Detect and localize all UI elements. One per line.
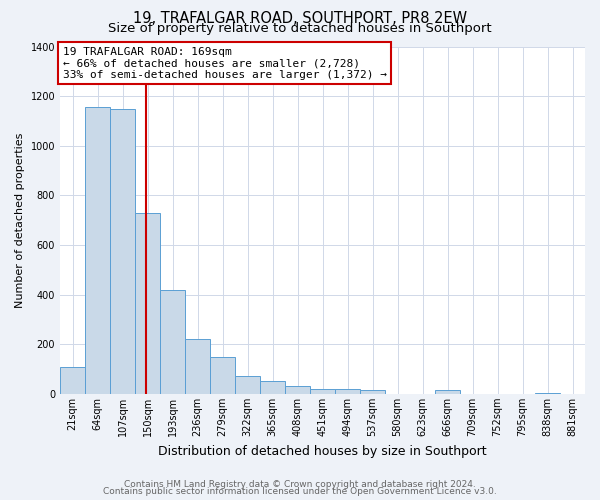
Bar (335, 389, 360, 394)
Text: Size of property relative to detached houses in Southport: Size of property relative to detached ho… (108, 22, 492, 35)
Bar (435, 390, 460, 394)
Bar (135, 213, 160, 394)
Bar (360, 390, 385, 394)
Bar (235, 376, 260, 394)
X-axis label: Distribution of detached houses by size in Southport: Distribution of detached houses by size … (158, 444, 487, 458)
Text: Contains public sector information licensed under the Open Government Licence v3: Contains public sector information licen… (103, 487, 497, 496)
Text: 19, TRAFALGAR ROAD, SOUTHPORT, PR8 2EW: 19, TRAFALGAR ROAD, SOUTHPORT, PR8 2EW (133, 11, 467, 26)
Bar (185, 340, 210, 394)
Bar (210, 357, 235, 394)
Y-axis label: Number of detached properties: Number of detached properties (15, 132, 25, 308)
Bar (85, 108, 110, 394)
Bar (535, 392, 560, 394)
Bar (60, 366, 85, 394)
Bar (110, 109, 135, 394)
Text: Contains HM Land Registry data © Crown copyright and database right 2024.: Contains HM Land Registry data © Crown c… (124, 480, 476, 489)
Bar (260, 382, 285, 394)
Bar (160, 290, 185, 394)
Bar (310, 390, 335, 394)
Bar (285, 386, 310, 394)
Text: 19 TRAFALGAR ROAD: 169sqm
← 66% of detached houses are smaller (2,728)
33% of se: 19 TRAFALGAR ROAD: 169sqm ← 66% of detac… (62, 46, 386, 80)
